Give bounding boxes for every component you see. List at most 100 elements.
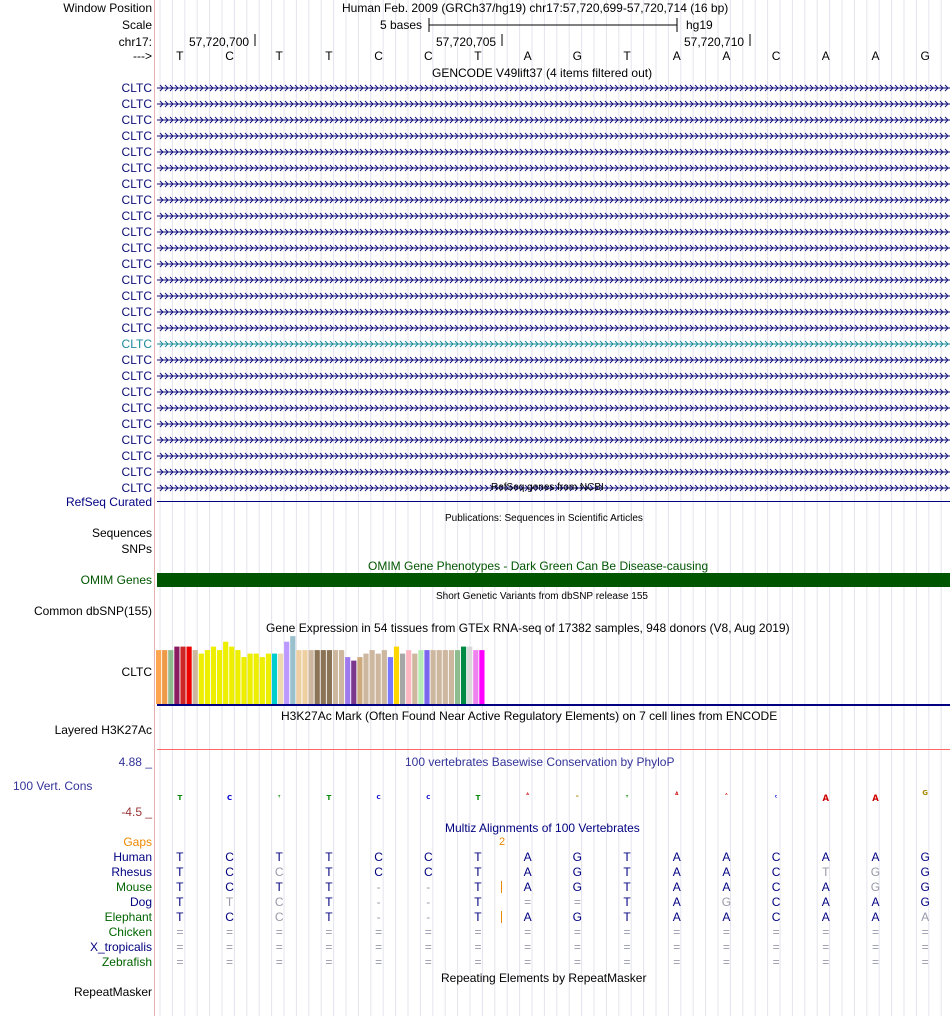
- gencode-transcript-line[interactable]: [157, 147, 950, 157]
- gencode-transcript-line[interactable]: [157, 195, 950, 205]
- gencode-transcript-line[interactable]: [157, 467, 950, 477]
- gencode-transcript-label[interactable]: CLTC: [121, 145, 152, 159]
- h3k27ac-track-label[interactable]: Layered H3K27Ac: [54, 723, 152, 737]
- refseq-track-label[interactable]: RefSeq Curated: [65, 495, 152, 509]
- gencode-transcript-line[interactable]: [157, 387, 950, 397]
- aligned-base: T: [325, 865, 333, 879]
- reference-base: C: [423, 49, 433, 63]
- omim-gene-bar[interactable]: [157, 573, 950, 587]
- aligned-base: G: [721, 895, 732, 909]
- refseq-gene-line[interactable]: [157, 501, 950, 502]
- multiz-species-label[interactable]: Zebrafish: [101, 955, 152, 969]
- aligned-base: G: [920, 880, 930, 894]
- phylop-logo[interactable]: T C T T C C T AG TA AC A A G: [155, 768, 950, 818]
- aligned-base: =: [673, 940, 681, 954]
- gencode-transcript-label[interactable]: CLTC: [121, 401, 152, 415]
- gencode-transcript-label[interactable]: CLTC: [121, 225, 152, 239]
- gencode-transcript-line[interactable]: [157, 131, 950, 141]
- gencode-transcript-label[interactable]: CLTC: [121, 113, 152, 127]
- aligned-base: T: [623, 910, 631, 924]
- gencode-transcript-line[interactable]: [157, 83, 950, 93]
- gencode-transcript-line[interactable]: [157, 403, 950, 413]
- aligned-base: G: [572, 865, 583, 879]
- omim-track-label[interactable]: OMIM Genes: [80, 573, 152, 587]
- gencode-transcript-label[interactable]: CLTC: [121, 257, 152, 271]
- aligned-base: =: [474, 940, 482, 954]
- repeatmasker-track-label[interactable]: RepeatMasker: [73, 985, 152, 999]
- gencode-transcript-label[interactable]: CLTC: [121, 209, 152, 223]
- gtex-tissue-bar: [308, 650, 314, 704]
- multiz-species-label[interactable]: Chicken: [108, 925, 152, 939]
- gencode-transcript-label[interactable]: CLTC: [121, 321, 152, 335]
- aligned-base: A: [722, 880, 731, 894]
- phylop-track-label[interactable]: 100 Vert. Cons: [13, 779, 93, 793]
- gtex-bar-chart[interactable]: [155, 634, 535, 704]
- gencode-transcript-label[interactable]: CLTC: [121, 289, 152, 303]
- gencode-transcript-line[interactable]: [157, 419, 950, 429]
- gencode-transcript-line[interactable]: [157, 211, 950, 221]
- gencode-transcript-line[interactable]: [157, 291, 950, 301]
- gencode-transcript-line[interactable]: [157, 259, 950, 269]
- aligned-base: =: [176, 925, 184, 939]
- publications-snps-label[interactable]: SNPs: [121, 542, 152, 556]
- gencode-transcript-line[interactable]: [157, 451, 950, 461]
- gtex-track-label[interactable]: CLTC: [121, 665, 152, 679]
- strand-arrows: [159, 372, 949, 380]
- aligned-base: =: [871, 955, 879, 969]
- gencode-transcript-line[interactable]: [157, 275, 950, 285]
- aligned-base: =: [275, 940, 283, 954]
- dbsnp-track-title: Short Genetic Variants from dbSNP releas…: [436, 591, 648, 602]
- multiz-species-label[interactable]: X_tropicalis: [89, 940, 152, 954]
- aligned-base: A: [672, 880, 681, 894]
- gencode-transcript-label[interactable]: CLTC: [121, 81, 152, 95]
- multiz-species-label[interactable]: Mouse: [115, 880, 152, 894]
- gencode-transcript-line[interactable]: [157, 115, 950, 125]
- gencode-transcript-line[interactable]: [157, 371, 950, 381]
- gencode-transcript-label[interactable]: CLTC: [121, 417, 152, 431]
- reference-base: T: [176, 49, 184, 63]
- dbsnp-track-label[interactable]: Common dbSNP(155): [33, 604, 152, 618]
- multiz-species-label[interactable]: Dog: [129, 895, 152, 909]
- gencode-transcript-line[interactable]: [157, 163, 950, 173]
- gencode-transcript-line[interactable]: [157, 307, 950, 317]
- gencode-transcript-label[interactable]: CLTC: [121, 481, 152, 495]
- strand-arrows: [159, 308, 949, 316]
- gencode-transcript-line[interactable]: [157, 355, 950, 365]
- gencode-transcript-line[interactable]: [157, 99, 950, 109]
- gencode-transcript-line[interactable]: [157, 227, 950, 237]
- gencode-transcript-label[interactable]: CLTC: [121, 385, 152, 399]
- publications-sequences-label[interactable]: Sequences: [91, 526, 152, 540]
- multiz-species-label[interactable]: Rhesus: [111, 865, 152, 879]
- window-position-label: Window Position: [63, 1, 152, 15]
- gencode-transcript-line[interactable]: [157, 323, 950, 333]
- gencode-transcript-label[interactable]: CLTC: [121, 465, 152, 479]
- strand-arrows: [159, 196, 949, 204]
- strand-arrows: [159, 180, 949, 188]
- gencode-transcript-label[interactable]: CLTC: [121, 161, 152, 175]
- gencode-transcript-label[interactable]: CLTC: [121, 305, 152, 319]
- strand-arrows: [159, 100, 949, 108]
- gencode-transcript-line[interactable]: [157, 243, 950, 253]
- gencode-transcript-label[interactable]: CLTC: [121, 353, 152, 367]
- gencode-transcript-label[interactable]: CLTC: [121, 433, 152, 447]
- gtex-tissue-bar: [387, 657, 393, 704]
- aligned-base: =: [424, 940, 432, 954]
- gencode-transcript-label[interactable]: CLTC: [121, 129, 152, 143]
- gtex-tissue-bar: [320, 650, 326, 704]
- gencode-transcript-label[interactable]: CLTC: [121, 273, 152, 287]
- gencode-transcript-label[interactable]: CLTC: [121, 369, 152, 383]
- aligned-base: =: [772, 955, 780, 969]
- gencode-transcript-line[interactable]: [157, 435, 950, 445]
- multiz-species-label[interactable]: Elephant: [104, 910, 152, 924]
- gencode-transcript-label[interactable]: CLTC: [121, 177, 152, 191]
- gencode-transcript-label[interactable]: CLTC: [121, 241, 152, 255]
- gencode-transcript-label[interactable]: CLTC: [121, 337, 152, 351]
- gencode-transcript-label[interactable]: CLTC: [121, 97, 152, 111]
- multiz-species-label[interactable]: Human: [113, 850, 152, 864]
- gencode-transcript-line[interactable]: [157, 483, 950, 493]
- strand-label: --->: [133, 49, 152, 63]
- gencode-transcript-label[interactable]: CLTC: [121, 193, 152, 207]
- gencode-transcript-line[interactable]: [157, 339, 950, 349]
- gencode-transcript-line[interactable]: [157, 179, 950, 189]
- gencode-transcript-label[interactable]: CLTC: [121, 449, 152, 463]
